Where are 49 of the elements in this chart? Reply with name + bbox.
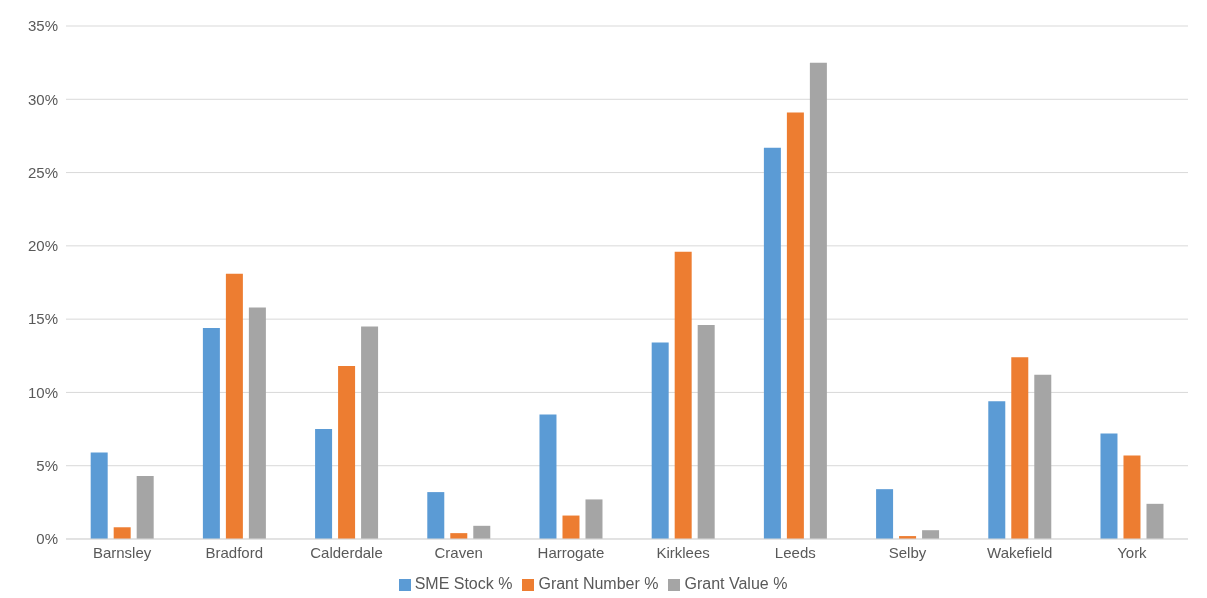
bar <box>809 62 827 539</box>
x-tick-label: Leeds <box>774 543 816 561</box>
x-tick-label: Barnsley <box>92 543 152 561</box>
bar <box>539 414 557 539</box>
x-tick-label: Bradford <box>205 543 264 561</box>
bar <box>202 327 220 539</box>
bar <box>136 475 154 539</box>
y-tick-label: 5% <box>36 457 58 475</box>
bar <box>763 147 781 539</box>
y-tick-label: 10% <box>27 383 58 401</box>
y-tick-label: 25% <box>27 163 58 181</box>
y-tick-label: 0% <box>36 530 58 548</box>
bar <box>1123 455 1141 539</box>
bar <box>338 366 356 539</box>
bar <box>473 525 491 539</box>
bar <box>361 326 379 539</box>
y-tick-label: 15% <box>27 310 58 328</box>
bar <box>90 452 108 539</box>
bar <box>315 429 333 539</box>
x-tick-label: Wakefield <box>987 543 1053 561</box>
bar <box>113 527 131 539</box>
bar <box>225 273 243 539</box>
bar <box>1146 503 1164 539</box>
legend-label: Grant Value % <box>684 575 788 592</box>
y-tick-label: 30% <box>27 90 58 108</box>
bar <box>697 325 715 539</box>
bar <box>651 342 669 539</box>
legend-label: SME Stock % <box>414 575 513 592</box>
bar <box>674 251 692 539</box>
x-tick-label: Selby <box>888 543 927 561</box>
bar <box>988 401 1006 539</box>
x-tick-label: Kirklees <box>656 543 710 561</box>
bar <box>248 307 266 539</box>
x-tick-label: Calderdale <box>310 543 383 561</box>
x-tick-label: Harrogate <box>537 543 605 561</box>
bar <box>1011 357 1029 539</box>
y-tick-label: 20% <box>27 237 58 255</box>
y-tick-label: 35% <box>27 17 58 35</box>
bar <box>562 515 580 539</box>
bar <box>876 489 894 539</box>
bar <box>1034 374 1052 539</box>
bar <box>427 492 445 539</box>
x-tick-label: Craven <box>434 543 483 561</box>
bar <box>922 530 940 539</box>
bar <box>1100 433 1118 539</box>
bar <box>585 499 603 539</box>
x-tick-label: York <box>1117 543 1148 561</box>
bar <box>786 112 804 539</box>
legend-label: Grant Number % <box>538 575 659 592</box>
